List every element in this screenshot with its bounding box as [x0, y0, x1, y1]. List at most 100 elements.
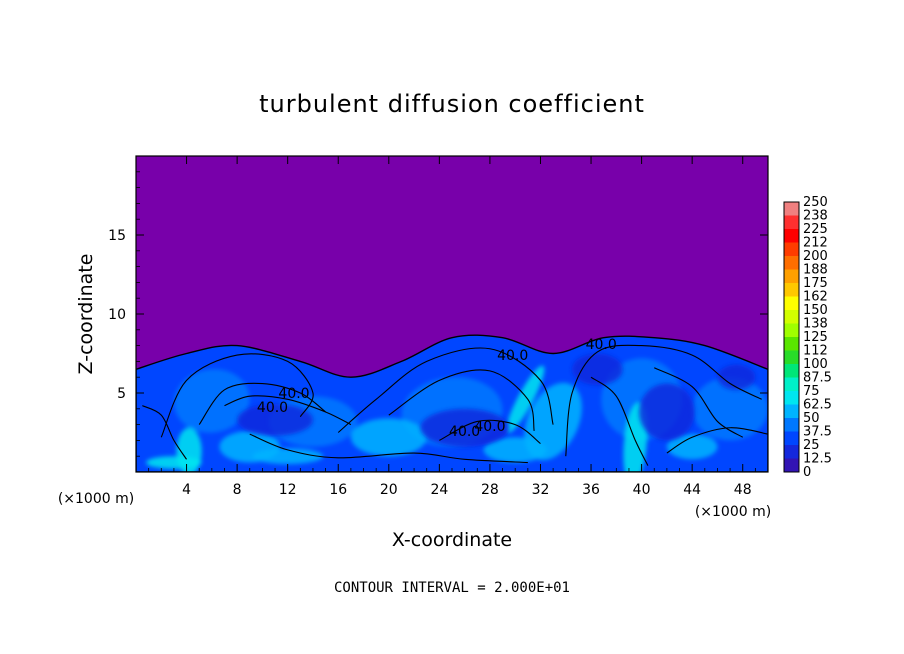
colorbar-label: 0 [803, 465, 811, 480]
x-tick-label: 32 [532, 482, 550, 498]
colorbar-label: 250 [803, 195, 828, 210]
x-axis-label: X-coordinate [392, 529, 512, 551]
contour-label: 40.0 [474, 419, 505, 435]
colorbar-label: 225 [803, 222, 828, 237]
contour-line [249, 433, 528, 464]
contour-line [653, 367, 744, 438]
contour-lines [136, 334, 768, 472]
colorbar-swatch [784, 431, 799, 446]
colorbar-label: 175 [803, 276, 828, 291]
field-patch [146, 456, 202, 469]
contour-line [666, 427, 768, 454]
contour-line [142, 405, 188, 460]
colorbar-swatch [784, 418, 799, 432]
field-patch [420, 408, 509, 447]
colorbar-swatch [784, 229, 799, 243]
colorbar-label: 12.5 [803, 452, 832, 467]
colorbar-label: 100 [803, 357, 828, 372]
colorbar-swatch [784, 202, 799, 216]
colorbar-swatch [784, 310, 799, 324]
colorbar-swatch [784, 269, 799, 284]
colorbar-label: 87.5 [803, 371, 832, 386]
field-patch [483, 437, 547, 463]
field-patch [350, 418, 427, 457]
contour-line [590, 376, 649, 466]
contour-line [136, 334, 768, 472]
field-patch [252, 448, 324, 465]
contour-label: 40.0 [586, 337, 617, 353]
colorbar-label: 75 [803, 384, 820, 399]
x-tick-label: 28 [481, 482, 499, 498]
field-patch [506, 365, 545, 433]
colorbar-label: 37.5 [803, 425, 832, 440]
x-tick-label: 8 [233, 482, 242, 498]
x-tick-label: 44 [683, 482, 701, 498]
colorbar-swatch [784, 404, 799, 419]
colorbar-swatch [784, 445, 799, 459]
chart-title: turbulent diffusion coefficient [259, 90, 645, 118]
contour-line [565, 344, 762, 457]
contour-line [224, 395, 352, 426]
contour-label: 40.0 [278, 386, 309, 402]
colorbar-label: 200 [803, 249, 828, 264]
colorbar-frame [783, 201, 800, 473]
colorbar-swatch [784, 242, 799, 257]
field-patch [639, 383, 695, 441]
contour-labels: 40.040.040.040.040.040.0 [257, 337, 617, 440]
contour-line [388, 369, 535, 432]
turbulence-field [136, 335, 768, 472]
colorbar-swatch [784, 215, 799, 230]
colorbar-label: 188 [803, 263, 828, 278]
colorbar-label: 50 [803, 411, 820, 426]
contour-interval-note: CONTOUR INTERVAL = 2.000E+01 [334, 580, 570, 596]
x-tick-label: 40 [633, 482, 651, 498]
y-tick-label: 15 [108, 228, 126, 244]
colorbar-label: 150 [803, 303, 828, 318]
field-patch [174, 369, 250, 433]
colorbar-label: 212 [803, 236, 828, 251]
x-tick-label: 36 [582, 482, 600, 498]
colorbar-swatch [784, 350, 799, 365]
field-patch [572, 353, 623, 386]
field-texture-dark [237, 353, 756, 447]
field-patch [524, 382, 582, 461]
x-axis-ticks: 4 8 12 16 20 24 28 32 36 40 44 48 [148, 156, 756, 498]
x-unit-left: (×1000 m) [58, 491, 134, 507]
y-tick-label: 5 [117, 386, 126, 402]
colorbar-label: 112 [803, 344, 828, 359]
colorbar-swatch [784, 283, 799, 297]
colorbar-label: 238 [803, 209, 828, 224]
colorbar-label: 125 [803, 330, 828, 345]
y-axis-label: Z-coordinate [75, 254, 97, 375]
colorbar-label: 25 [803, 438, 820, 453]
colorbar-label: 138 [803, 317, 828, 332]
contour-line [439, 419, 541, 444]
x-tick-label: 12 [279, 482, 297, 498]
contour-label: 40.0 [257, 400, 288, 416]
y-tick-label: 10 [108, 307, 126, 323]
colorbar-label: 162 [803, 290, 828, 305]
colorbar-swatch [784, 256, 799, 270]
contour-line [160, 353, 314, 438]
x-tick-label: 24 [430, 482, 448, 498]
x-tick-label: 16 [329, 482, 347, 498]
x-unit-right: (×1000 m) [695, 504, 771, 520]
contour-label: 40.0 [449, 424, 480, 440]
colorbar-swatch [784, 458, 799, 473]
field-patch [717, 364, 756, 390]
contour-line [198, 382, 326, 425]
x-tick-label: 48 [734, 482, 752, 498]
x-tick-label: 20 [380, 482, 398, 498]
plot-area: 40.040.040.040.040.040.0 4 8 12 16 20 24 28 32 3… [108, 155, 769, 498]
colorbar-label: 62.5 [803, 398, 832, 413]
colorbar-swatch [784, 323, 799, 338]
y-axis-ticks: 5 10 15 [108, 171, 768, 457]
colorbar-swatch [784, 296, 799, 311]
contour-line [337, 347, 554, 433]
colorbar-swatch [784, 391, 799, 405]
field-patch [666, 434, 718, 460]
colorbar-swatch [784, 377, 799, 392]
contour-label: 40.0 [497, 348, 528, 364]
colorbar: 2502382252122001881751621501381251121008… [783, 195, 832, 480]
